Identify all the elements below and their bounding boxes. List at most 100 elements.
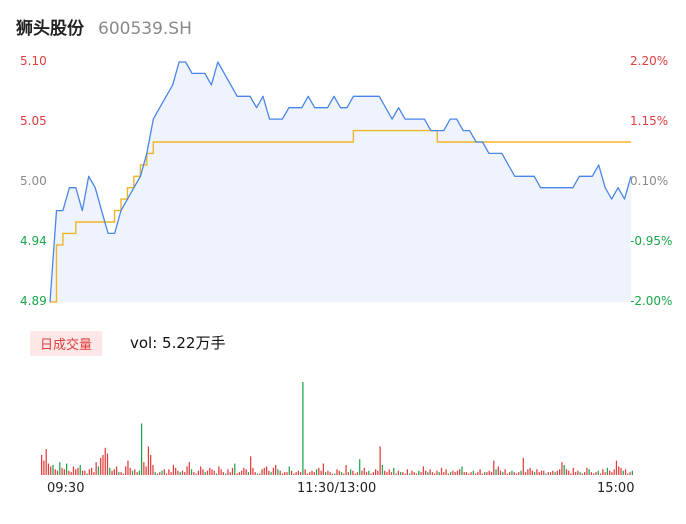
volume-bar [431,472,434,475]
volume-bar [536,469,538,475]
volume-bar [415,473,418,475]
volume-bar [211,469,213,475]
volume-bar [350,469,352,475]
volume-bar [559,469,561,475]
volume-bar [513,472,515,475]
volume-bar [170,472,172,475]
volume-bar [88,469,90,475]
volume-bar [65,463,68,475]
volume-bar [90,467,93,475]
volume-bar [118,472,120,475]
volume-bar [434,473,436,475]
x-tick-close: 15:00 [597,481,635,496]
volume-bar [499,470,502,475]
volume-bar [534,472,536,475]
volume-bar [474,473,477,475]
volume-bar [188,462,190,475]
volume-bar [59,462,61,475]
volume-bar [543,470,545,475]
volume-bar [359,459,361,475]
volume-bar [488,470,490,475]
volume-bar [318,467,320,475]
volume-bar [540,470,543,475]
volume-bar [131,470,134,475]
volume-bar [520,470,522,475]
volume-bar [370,473,372,475]
volume-bar [452,470,454,475]
volume-bar [631,470,633,475]
volume-bar [379,446,381,475]
volume-bar [265,466,268,475]
volume-bar [586,467,588,475]
volume-bar [390,472,393,475]
volume-bar [177,470,179,475]
volume-bar [109,467,111,475]
volume-bar [150,454,152,475]
volume-bar [225,473,227,475]
volume-bar [293,473,295,475]
volume-bar [422,466,424,475]
volume-bar [227,469,229,475]
volume-bar [93,472,95,475]
volume-bar [41,454,43,475]
volume-bar [577,470,579,475]
y-tick-left-0: 5.10 [20,54,47,68]
volume-bar [111,470,113,475]
volume-bar [468,473,470,475]
volume-tab[interactable]: 日成交量 [30,331,103,356]
volume-bar [406,469,409,475]
volume-bar [256,473,259,475]
volume-bar [629,472,631,475]
volume-bar [240,470,243,475]
volume-bar [334,473,336,475]
volume-bar [313,472,315,475]
y-tick-left-3: 4.94 [20,234,47,248]
volume-bar [234,463,236,475]
volume-bar [195,473,197,475]
volume-bar [602,469,604,475]
volume-bar [449,472,452,475]
volume-bar [206,470,209,475]
volume-bar [518,472,520,475]
volume-bar [340,472,343,475]
volume-bar [181,470,184,475]
volume-bar [129,467,131,475]
volume-bar [418,470,420,475]
volume-bar [552,470,554,475]
volume-bar [504,469,506,475]
volume-bar [484,472,486,475]
volume-bar [147,446,150,475]
volume-bar [424,470,427,475]
volume-bar [281,473,284,475]
volume-bar [461,466,463,475]
volume-bar [106,453,109,475]
volume-bar [579,472,581,475]
volume-bar [436,470,438,475]
volume-bar [95,462,97,475]
volume-bar [384,470,386,475]
volume-bar [615,460,618,475]
volume-bar [197,470,200,475]
volume-bar [363,467,365,475]
volume-bar [268,470,270,475]
volume-bar [502,472,504,475]
volume-bar [229,472,231,475]
volume-bar [447,473,449,475]
volume-bar [538,472,540,475]
volume-bar [290,470,293,475]
volume-bar [327,470,329,475]
volume-bar [490,472,493,475]
volume-bar [140,423,143,475]
volume-bar [599,473,602,475]
volume-bar [122,473,125,475]
volume-bar [620,467,622,475]
volume-bar [161,470,163,475]
volume-bar [497,466,499,475]
volume-bar [115,466,118,475]
volume-bar [284,472,286,475]
volume-bar [272,467,274,475]
volume-bar [245,469,247,475]
volume-bar [565,469,568,475]
volume-bar [561,462,563,475]
